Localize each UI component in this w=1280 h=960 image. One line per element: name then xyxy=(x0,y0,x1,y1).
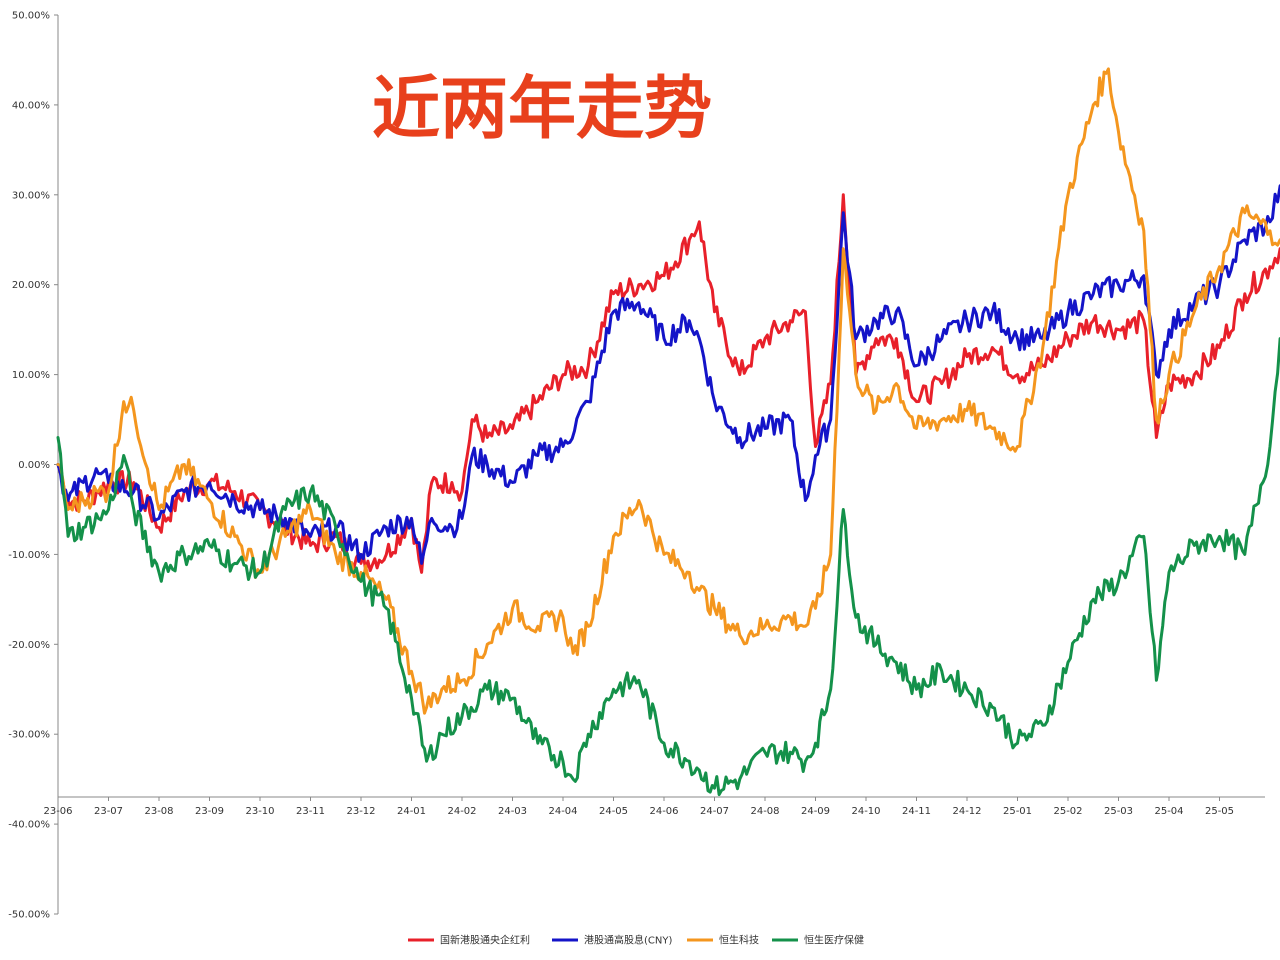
x-tick-label: 25-02 xyxy=(1053,806,1082,817)
x-tick-label: 24-05 xyxy=(599,806,628,817)
y-tick-label: 20.00% xyxy=(12,280,50,291)
x-tick-label: 25-01 xyxy=(1003,806,1032,817)
x-tick-label: 25-05 xyxy=(1205,806,1234,817)
legend-label: 港股通高股息(CNY) xyxy=(584,934,672,947)
x-tick-label: 23-12 xyxy=(346,806,375,817)
x-tick-label: 25-03 xyxy=(1104,806,1133,817)
series-layer xyxy=(56,67,1280,797)
y-tick-label: -50.00% xyxy=(8,910,50,921)
y-tick-label: -10.00% xyxy=(8,550,50,561)
x-tick-label: 23-06 xyxy=(43,806,72,817)
x-tick-label: 24-08 xyxy=(750,806,779,817)
x-tick-label: 25-04 xyxy=(1154,806,1183,817)
x-tick-label: 24-02 xyxy=(447,806,476,817)
x-tick-label: 24-09 xyxy=(801,806,830,817)
y-tick-label: -30.00% xyxy=(8,730,50,741)
x-tick-label: 24-06 xyxy=(649,806,678,817)
legend-label: 恒生科技 xyxy=(719,934,759,947)
x-tick-label: 23-09 xyxy=(195,806,224,817)
x-tick-label: 24-11 xyxy=(902,806,931,817)
x-tick-label: 23-11 xyxy=(296,806,325,817)
x-tick-label: 24-10 xyxy=(851,806,880,817)
y-tick-label: 0.00% xyxy=(18,460,50,471)
x-tick-label: 23-07 xyxy=(94,806,123,817)
x-tick-label: 23-08 xyxy=(144,806,173,817)
series-line-2 xyxy=(56,184,1280,565)
y-tick-label: 40.00% xyxy=(12,100,50,111)
x-tick-label: 24-03 xyxy=(498,806,527,817)
x-tick-label: 23-10 xyxy=(245,806,274,817)
x-tick-label: 24-01 xyxy=(397,806,426,817)
x-tick-label: 24-12 xyxy=(952,806,981,817)
chart-title: 近两年走势 xyxy=(372,70,712,149)
legend-label: 国新港股通央企红利 xyxy=(440,934,530,947)
y-tick-label: -20.00% xyxy=(8,640,50,651)
y-tick-label: 50.00% xyxy=(12,11,50,22)
y-tick-label: 10.00% xyxy=(12,370,50,381)
axes: 50.00% 40.00% 30.00% 20.00% 10.00% 0.00% -10.0… xyxy=(8,11,1265,921)
x-tick-label: 24-04 xyxy=(548,806,577,817)
legend-label: 恒生医疗保健 xyxy=(804,934,864,947)
y-tick-label: -40.00% xyxy=(8,820,50,831)
y-tick-label: 30.00% xyxy=(12,190,50,201)
legend: 国新港股通央企红利 港股通高股息(CNY) 恒生科技 恒生医疗保健 xyxy=(408,934,864,947)
x-tick-label: 24-07 xyxy=(700,806,729,817)
series-line-4 xyxy=(56,337,1280,797)
